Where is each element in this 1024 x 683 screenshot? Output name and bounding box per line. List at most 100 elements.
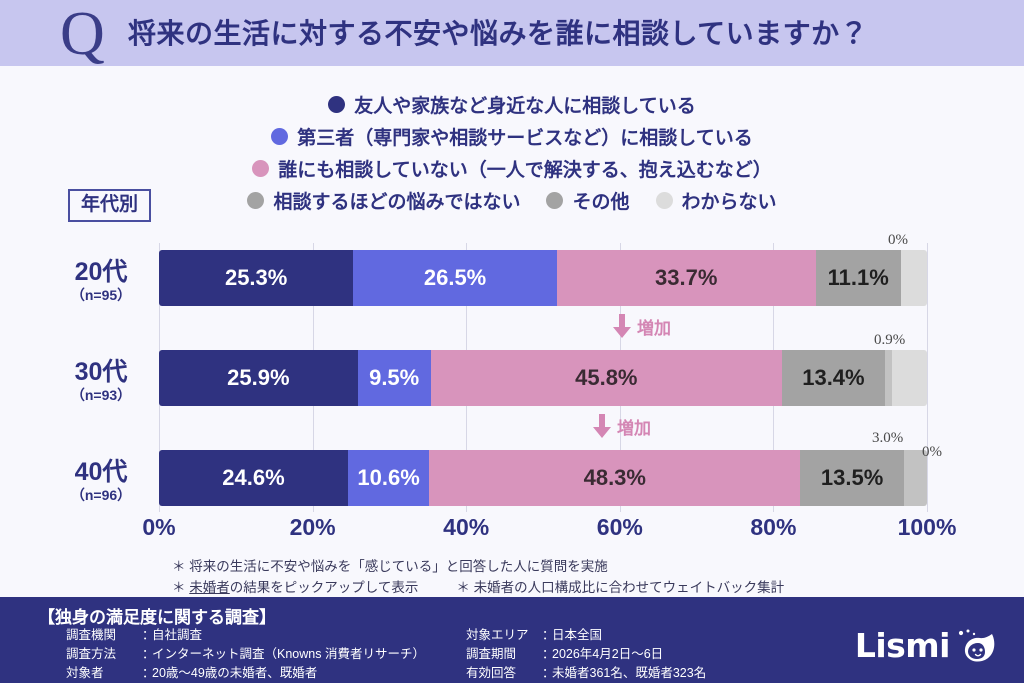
x-axis: 0% 20% 40% 60% 80% 100% [142,514,956,544]
bar-segment[interactable]: 9.5% [357,350,431,406]
category-label-sample-size: （n=95） [70,287,132,303]
legend-item-friends-family: 友人や家族など身近な人に相談している [328,91,696,118]
segment-outside-label: 3.0% [872,430,904,446]
category-label-sample-size: （n=96） [70,487,132,503]
survey-meta-left-separator: ： [142,647,155,661]
segment-outside-label: 0% [922,444,942,460]
legend-label: わからない [681,191,777,213]
legend-dot-icon [271,127,289,145]
bar-row[interactable]: 25.9% 9.5% 45.8% 13.4% [159,350,927,406]
survey-meta-right-value: 2026年4月2日〜6日 [552,647,664,661]
survey-meta-left-value: 20歳〜49歳の未婚者、既婚者 [152,666,318,680]
survey-meta-right-key: 有効回答 [466,666,517,680]
category-label-main: 20代 [74,258,128,286]
survey-meta-left-separator: ： [142,628,155,642]
category-label-main: 40代 [74,458,128,486]
survey-meta-left-value: インターネット調査（Knowns 消費者リサーチ） [152,647,425,661]
footnote-line-1: ＊ 将来の生活に不安や悩みを「感じている」と回答した人に質問を実施 [172,559,608,574]
bar-segment[interactable]: 24.6% [159,450,348,506]
survey-meta-right-separator: ： [542,666,555,680]
increase-annotation-label: 増加 [637,318,671,338]
footnote-suffix: の結果をピックアップして表示 [229,579,419,595]
survey-meta-left-value: 自社調査 [152,628,203,642]
survey-meta-left-key: 調査機関 [66,628,117,642]
segment-outside-label: 0.9% [874,332,906,348]
legend-dot-icon [546,191,564,209]
legend-item-nobody: 誰にも相談していない（一人で解決する、抱え込むなど） [252,155,772,182]
legend-item-third-party: 第三者（専門家や相談サービスなど）に相談している [271,123,753,150]
bar-segment[interactable]: 10.6% [347,450,430,506]
bar-segment[interactable]: 26.5% [353,250,557,306]
footnote-underlined-term: 未婚者 [189,579,230,595]
x-axis-tick-label: 80% [750,514,797,540]
bar-row[interactable]: 25.3% 26.5% 33.7% 11.1% [159,250,927,306]
survey-meta-left-key: 調査方法 [66,647,117,661]
stacked-bar-chart: 25.3% 26.5% 33.7% 11.1% 25.9% 9.5% 45.8% 13.4% 2… [159,243,928,512]
legend-row-2: 第三者（専門家や相談サービスなど）に相談している [0,120,1024,152]
legend-dot-icon [247,191,265,209]
survey-meta-left-key: 対象者 [66,666,104,680]
bar-row[interactable]: 24.6% 10.6% 48.3% 13.5% [159,450,927,506]
page-title: 将来の生活に対する不安や悩みを誰に相談していますか？ [128,18,869,49]
x-axis-tick-label: 100% [897,514,957,540]
bar-segment[interactable]: 25.3% [159,250,354,306]
legend-dot-icon [328,95,346,113]
bar-segment[interactable] [903,450,927,506]
question-mark-q-icon: Q [60,0,105,68]
bar-segment[interactable]: 11.1% [815,250,901,306]
legend-label: 第三者（専門家や相談サービスなど）に相談している [297,127,753,149]
survey-meta-left-row: 調査機関 ：自社調査 [66,626,425,645]
survey-meta-right-separator: ： [542,628,555,642]
bar-segment[interactable]: 25.9% [159,350,358,406]
footnote-line-2: ＊ 未婚者の結果をピックアップして表示 ＊ 未婚者の人口構成比に合わせてウェイトバ… [172,578,784,599]
legend-label: その他 [572,191,630,213]
survey-meta-right-key: 調査期間 [466,647,517,661]
legend-label: 相談するほどの悩みではない [273,191,521,213]
legend-row-4: 相談するほどの悩みではない その他 わからない [0,184,1024,216]
bar-segment[interactable]: 48.3% [429,450,801,506]
increase-annotation-label: 増加 [617,418,651,438]
header-banner: Q 将来の生活に対する不安や悩みを誰に相談していますか？ [0,0,1024,66]
footnote-line-2b: ＊ 未婚者の人口構成比に合わせてウェイトバック集計 [456,579,785,595]
down-arrow-icon [613,314,631,338]
footnotes: ＊ 将来の生活に不安や悩みを「感じている」と回答した人に質問を実施 ＊ 未婚者の… [172,557,784,599]
chart-legend: 友人や家族など身近な人に相談している 第三者（専門家や相談サービスなど）に相談し… [0,88,1024,216]
legend-item-other: その他 [546,187,630,214]
survey-meta-left-separator: ： [142,666,155,680]
brand-logo-text: Lismi [854,626,951,665]
gridline [927,243,928,512]
bar-segment[interactable]: 13.4% [782,350,885,406]
legend-label: 誰にも相談していない（一人で解決する、抱え込むなど） [278,159,772,181]
legend-label: 友人や家族など身近な人に相談している [354,95,696,117]
category-label-sample-size: （n=93） [70,387,132,403]
category-label: 40代 （n=96） [50,460,152,506]
legend-row-3: 誰にも相談していない（一人で解決する、抱え込むなど） [0,152,1024,184]
survey-meta-left: 調査機関：自社調査 調査方法：インターネット調査（Knowns 消費者リサーチ）対… [66,626,425,683]
survey-meta-left-row: 対象者 ： 20歳〜49歳の未婚者、既婚者 [66,664,425,683]
survey-meta-right: 対象エリア：日本全国 調査期間： 2026年4月2日〜6日 有効回答：未婚者361名、… [466,626,706,683]
bar-segment[interactable] [900,250,927,306]
legend-item-not-serious: 相談するほどの悩みではない [247,187,520,214]
survey-title: 【独身の満足度に関する調査】 [38,608,276,627]
bar-segment[interactable] [891,350,927,406]
legend-dot-icon [252,159,270,177]
legend-row-1: 友人や家族など身近な人に相談している [0,88,1024,120]
x-axis-tick-label: 20% [289,514,336,540]
legend-item-unknown: わからない [655,187,777,214]
axis-group-badge: 年代別 [68,189,152,222]
segment-outside-label: 0% [888,232,908,248]
bar-segment[interactable]: 45.8% [430,350,783,406]
brand-logo: Lismi [855,626,996,665]
survey-meta-right-row: 調査期間 ： 2026年4月2日〜6日 [466,645,706,664]
bar-segment[interactable]: 13.5% [800,450,904,506]
bar-segment[interactable] [884,350,892,406]
survey-meta-right-value: 日本全国 [552,628,603,642]
survey-meta-right-separator: ： [542,647,555,661]
down-arrow-icon [593,414,611,438]
survey-meta-right-key: 対象エリア [466,628,529,642]
survey-meta-right-row: 対象エリア ：日本全国 [466,626,706,645]
bar-segment[interactable]: 33.7% [556,250,816,306]
survey-meta-right-row: 有効回答 ：未婚者361名、既婚者323名 [466,664,706,683]
category-label: 30代 （n=93） [50,360,152,406]
